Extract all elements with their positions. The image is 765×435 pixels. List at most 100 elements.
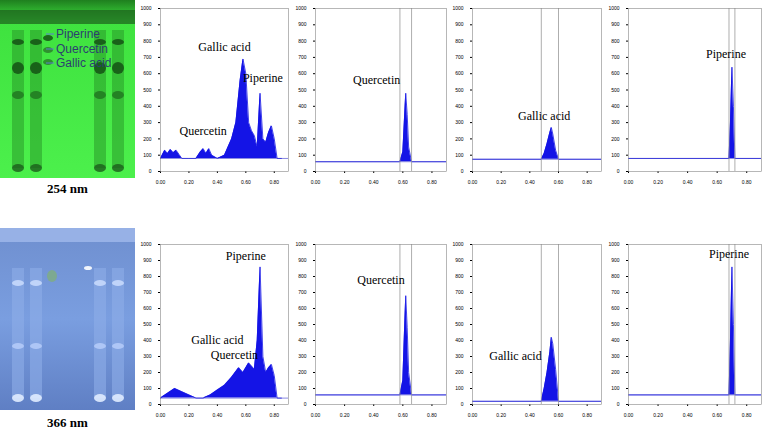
svg-text:0.00: 0.00 [624,179,634,185]
svg-text:Quercetin: Quercetin [357,273,404,287]
svg-text:1000: 1000 [295,241,306,247]
svg-text:200: 200 [455,136,464,142]
svg-text:0.60: 0.60 [554,179,564,185]
svg-text:0: 0 [149,168,152,174]
svg-text:0.40: 0.40 [525,179,535,185]
svg-text:300: 300 [455,353,464,359]
svg-text:400: 400 [455,103,464,109]
svg-text:700: 700 [298,289,307,295]
svg-text:600: 600 [298,305,307,311]
svg-text:0.60: 0.60 [712,412,722,418]
svg-text:900: 900 [298,257,307,263]
svg-text:0: 0 [461,401,464,407]
svg-text:300: 300 [611,119,620,125]
svg-text:900: 900 [143,257,152,263]
svg-text:100: 100 [143,385,152,391]
svg-text:0.00: 0.00 [311,179,321,185]
svg-text:800: 800 [298,38,307,44]
svg-text:500: 500 [298,321,307,327]
svg-text:0.00: 0.00 [311,412,321,418]
svg-text:500: 500 [143,321,152,327]
svg-text:1000: 1000 [452,241,463,247]
svg-text:0.00: 0.00 [156,179,166,185]
svg-text:900: 900 [455,257,464,263]
svg-text:600: 600 [143,70,152,76]
svg-text:600: 600 [611,305,620,311]
svg-text:800: 800 [611,273,620,279]
svg-text:800: 800 [143,273,152,279]
svg-text:0.20: 0.20 [496,179,506,185]
svg-text:0.80: 0.80 [427,179,437,185]
svg-text:0.20: 0.20 [496,412,506,418]
svg-text:800: 800 [143,38,152,44]
svg-text:400: 400 [298,103,307,109]
svg-text:0: 0 [304,168,307,174]
svg-text:300: 300 [143,353,152,359]
svg-text:100: 100 [298,385,307,391]
svg-text:900: 900 [143,21,152,27]
svg-text:0.40: 0.40 [369,412,379,418]
svg-text:700: 700 [298,54,307,60]
svg-text:0.00: 0.00 [624,412,634,418]
svg-text:300: 300 [455,119,464,125]
svg-text:800: 800 [298,273,307,279]
svg-text:Quercetin: Quercetin [353,73,400,87]
svg-text:900: 900 [611,257,620,263]
svg-text:500: 500 [455,321,464,327]
svg-text:0: 0 [617,168,620,174]
svg-text:0.60: 0.60 [398,412,408,418]
svg-text:0.20: 0.20 [184,179,194,185]
svg-text:0.80: 0.80 [427,412,437,418]
svg-text:0.40: 0.40 [683,412,693,418]
svg-text:Gallic acid: Gallic acid [191,333,243,347]
svg-text:0.00: 0.00 [156,412,166,418]
svg-text:0: 0 [304,401,307,407]
svg-text:1000: 1000 [452,5,463,11]
svg-text:0.60: 0.60 [712,179,722,185]
svg-text:Piperine: Piperine [243,71,283,85]
svg-text:0.20: 0.20 [653,412,663,418]
svg-text:0.60: 0.60 [241,179,251,185]
svg-text:800: 800 [611,38,620,44]
svg-text:1000: 1000 [608,5,619,11]
svg-text:Gallic acid: Gallic acid [518,109,570,123]
svg-text:500: 500 [298,87,307,93]
svg-text:500: 500 [455,87,464,93]
svg-text:0.80: 0.80 [269,179,279,185]
svg-text:700: 700 [143,54,152,60]
svg-text:100: 100 [455,385,464,391]
svg-text:900: 900 [298,21,307,27]
svg-text:1000: 1000 [140,241,151,247]
svg-text:400: 400 [143,337,152,343]
svg-text:200: 200 [611,136,620,142]
svg-text:300: 300 [143,119,152,125]
svg-text:0.20: 0.20 [653,179,663,185]
svg-text:0.80: 0.80 [582,412,592,418]
svg-text:Piperine: Piperine [706,47,746,61]
svg-text:700: 700 [611,289,620,295]
svg-text:700: 700 [143,289,152,295]
svg-text:600: 600 [455,305,464,311]
svg-text:900: 900 [611,21,620,27]
svg-text:1000: 1000 [608,241,619,247]
svg-text:200: 200 [611,369,620,375]
svg-text:Quercetin: Quercetin [211,348,258,362]
svg-text:500: 500 [143,87,152,93]
svg-text:600: 600 [143,305,152,311]
svg-text:500: 500 [611,321,620,327]
svg-text:700: 700 [455,54,464,60]
svg-text:400: 400 [611,337,620,343]
svg-text:0.20: 0.20 [340,179,350,185]
svg-text:300: 300 [298,119,307,125]
svg-text:Piperine: Piperine [709,247,749,261]
svg-text:500: 500 [611,87,620,93]
svg-text:100: 100 [298,152,307,158]
svg-text:1000: 1000 [140,5,151,11]
svg-text:400: 400 [611,103,620,109]
svg-text:100: 100 [455,152,464,158]
svg-text:100: 100 [611,152,620,158]
svg-text:200: 200 [143,369,152,375]
svg-text:Quercetin: Quercetin [180,124,227,138]
svg-text:600: 600 [611,70,620,76]
svg-text:Piperine: Piperine [226,249,266,263]
